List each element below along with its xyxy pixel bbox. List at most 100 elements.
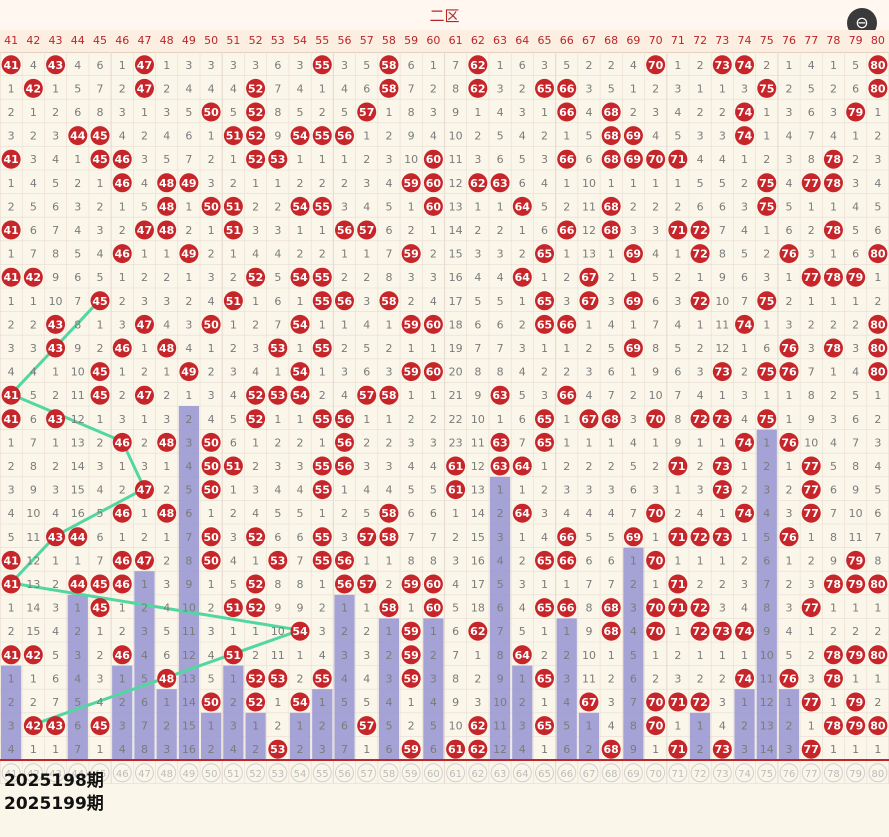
omission-count: 2: [163, 389, 170, 402]
omission-count: 1: [808, 720, 815, 733]
omission-count: 11: [182, 625, 196, 638]
omission-count: 1: [297, 649, 304, 662]
trend-segment: [9, 581, 302, 632]
omission-count: 1: [430, 224, 437, 237]
omission-count: 4: [585, 389, 592, 402]
omission-count: 5: [230, 578, 237, 591]
hit-number: 43: [48, 413, 63, 426]
hit-ball-65: [535, 550, 555, 570]
omission-count: 1: [608, 248, 615, 261]
hit-ball-70: [646, 716, 666, 736]
omission-count: 6: [697, 200, 704, 213]
hit-number: 50: [203, 106, 219, 119]
prediction-circle-62: [468, 763, 488, 783]
omission-count: 8: [297, 578, 304, 591]
hit-number: 73: [715, 625, 730, 638]
hit-number: 79: [848, 649, 863, 662]
hit-ball-78: [823, 574, 843, 594]
omission-count: 2: [830, 389, 837, 402]
column-number-45: 45: [93, 34, 107, 47]
omission-count: 3: [430, 106, 437, 119]
hit-ball-66: [557, 102, 577, 122]
omission-count: 12: [449, 177, 463, 190]
omission-count: 2: [208, 366, 215, 379]
hit-number: 69: [626, 295, 641, 308]
omission-count: 5: [141, 200, 148, 213]
hit-number: 41: [3, 153, 18, 166]
hit-ball-59: [401, 362, 421, 382]
hit-ball-57: [357, 716, 377, 736]
omission-count: 3: [785, 743, 792, 756]
omission-count: 7: [297, 554, 304, 567]
omission-count: 1: [52, 554, 59, 567]
omission-count: 1: [808, 625, 815, 638]
hit-ball-80: [868, 362, 888, 382]
omission-count: 10: [760, 649, 774, 662]
omission-count: 2: [608, 672, 615, 685]
omission-count: 1: [163, 696, 170, 709]
hit-ball-74: [735, 432, 755, 452]
hit-ball-44: [68, 126, 88, 146]
omission-count: 6: [652, 295, 659, 308]
omission-count: 5: [8, 531, 15, 544]
hit-number: 47: [137, 554, 152, 567]
hit-ball-51: [223, 220, 243, 240]
omission-count: 6: [30, 413, 37, 426]
omission-count: 3: [52, 602, 59, 615]
column-number-56: 56: [337, 34, 352, 47]
omission-count: 2: [319, 177, 326, 190]
omission-count: 6: [852, 413, 859, 426]
omission-count: 1: [363, 130, 370, 143]
prediction-number: 51: [227, 769, 240, 780]
omission-count: 4: [630, 59, 637, 72]
hit-number: 65: [537, 554, 552, 567]
omission-count: 3: [674, 672, 681, 685]
omission-count: 11: [271, 649, 285, 662]
omission-count: 3: [185, 436, 192, 449]
omission-count: 15: [71, 484, 85, 497]
omission-bar-52: [245, 712, 266, 760]
omission-count: 4: [385, 696, 392, 709]
omission-count: 10: [449, 720, 463, 733]
omission-count: 4: [30, 59, 37, 72]
omission-count: 1: [274, 177, 281, 190]
omission-count: 1: [30, 743, 37, 756]
hit-ball-57: [357, 574, 377, 594]
omission-count: 1: [697, 82, 704, 95]
omission-count: 6: [563, 743, 570, 756]
omission-count: 2: [474, 672, 481, 685]
hit-ball-51: [223, 645, 243, 665]
omission-count: 10: [582, 649, 596, 662]
prediction-circle-64: [512, 763, 532, 783]
omission-count: 3: [363, 295, 370, 308]
column-number-48: 48: [159, 34, 174, 47]
omission-count: 8: [30, 460, 37, 473]
omission-count: 5: [297, 106, 304, 119]
omission-count: 5: [430, 720, 437, 733]
omission-count: 3: [163, 295, 170, 308]
omission-count: 3: [97, 672, 104, 685]
omission-count: 1: [474, 649, 481, 662]
omission-count: 3: [474, 153, 481, 166]
omission-count: 9: [452, 696, 459, 709]
hit-ball-67: [579, 267, 599, 287]
omission-count: 4: [163, 602, 170, 615]
omission-count: 2: [363, 271, 370, 284]
omission-count: 2: [608, 460, 615, 473]
omission-count: 1: [808, 200, 815, 213]
omission-count: 17: [471, 578, 485, 591]
hit-number: 77: [804, 507, 819, 520]
omission-count: 8: [474, 366, 481, 379]
hit-ball-66: [557, 220, 577, 240]
omission-count: 1: [697, 554, 704, 567]
omission-count: 4: [185, 82, 192, 95]
omission-count: 2: [163, 271, 170, 284]
omission-count: 2: [208, 153, 215, 166]
period-label-2025199: 2025199期: [4, 794, 104, 814]
omission-count: 2: [97, 200, 104, 213]
omission-count: 2: [119, 389, 126, 402]
omission-count: 2: [52, 106, 59, 119]
hit-number: 77: [804, 602, 819, 615]
omission-count: 2: [30, 696, 37, 709]
hit-number: 60: [426, 318, 442, 331]
